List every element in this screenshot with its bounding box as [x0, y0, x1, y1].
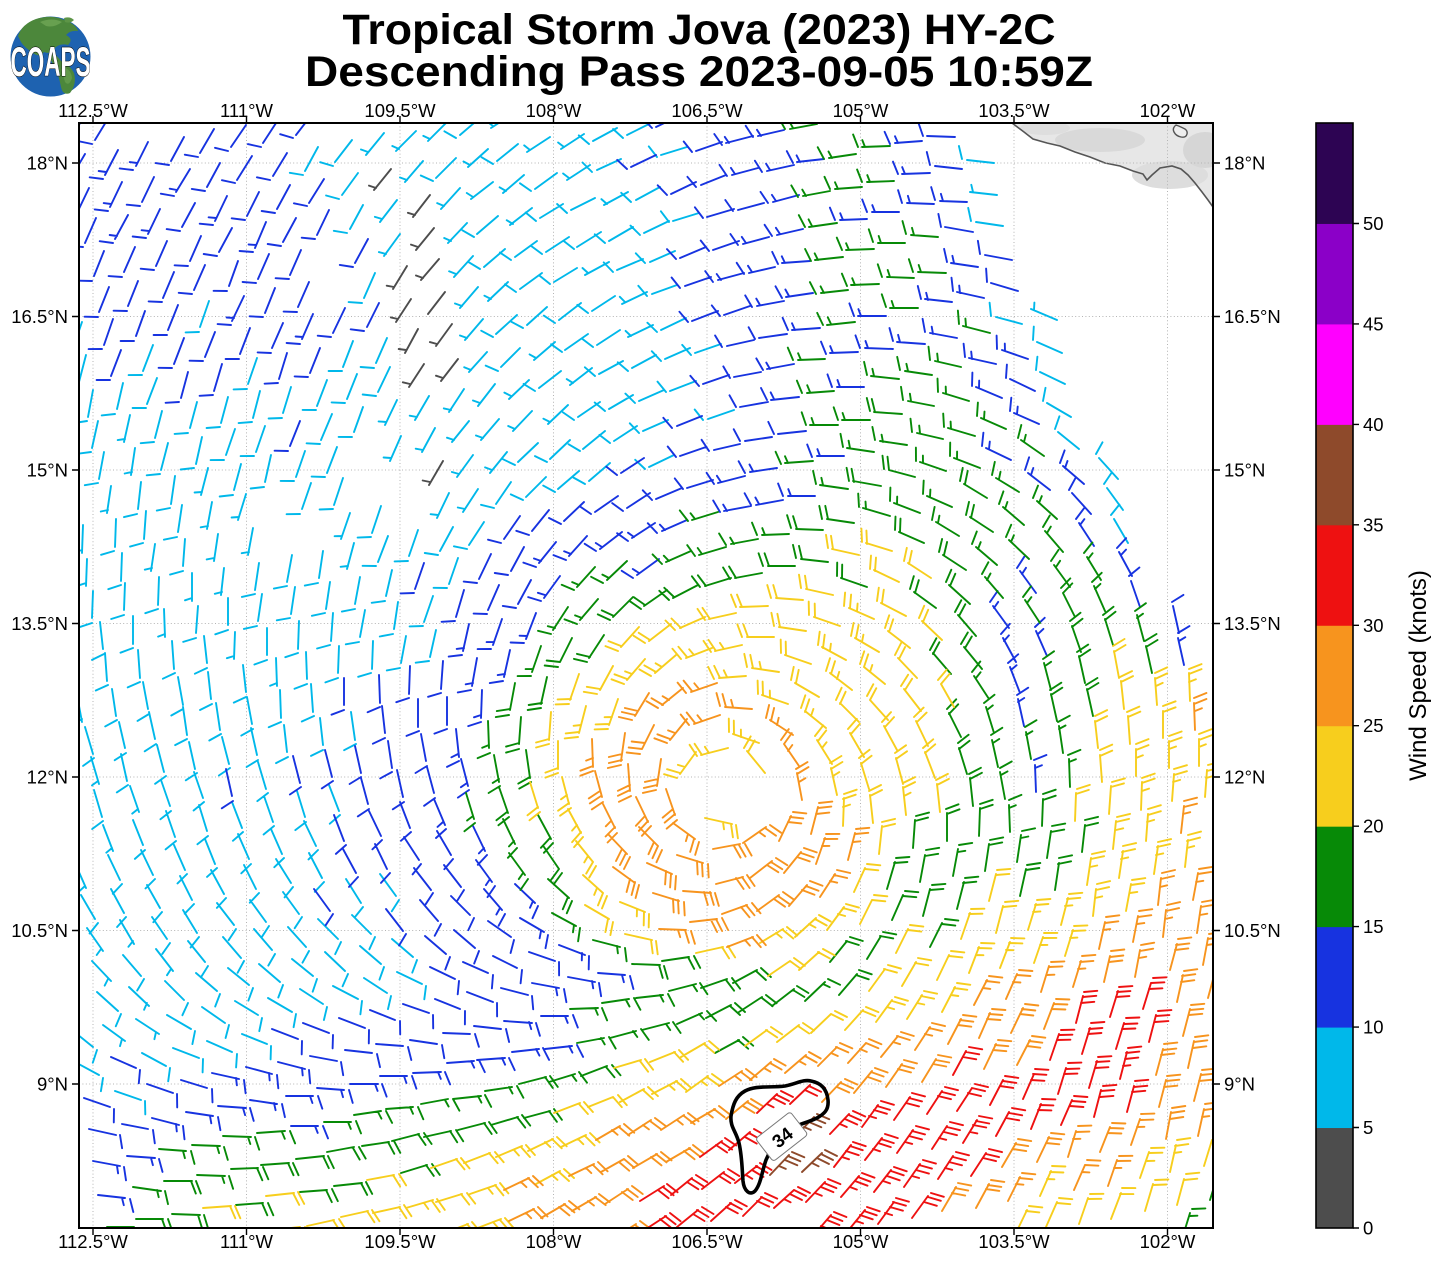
- svg-text:40: 40: [1363, 414, 1384, 435]
- svg-text:12°N: 12°N: [27, 767, 68, 788]
- svg-text:9°N: 9°N: [1224, 1074, 1255, 1095]
- svg-text:103.5°W: 103.5°W: [978, 1231, 1050, 1252]
- svg-text:9°N: 9°N: [37, 1074, 68, 1095]
- svg-text:20: 20: [1363, 816, 1384, 837]
- svg-text:105°W: 105°W: [833, 100, 889, 121]
- svg-text:106.5°W: 106.5°W: [671, 100, 743, 121]
- svg-text:12°N: 12°N: [1224, 767, 1265, 788]
- svg-text:106.5°W: 106.5°W: [671, 1231, 743, 1252]
- svg-text:105°W: 105°W: [833, 1231, 889, 1252]
- svg-text:16.5°N: 16.5°N: [1224, 306, 1281, 327]
- svg-text:50: 50: [1363, 213, 1384, 234]
- svg-text:109.5°W: 109.5°W: [364, 100, 436, 121]
- svg-text:18°N: 18°N: [1224, 153, 1265, 174]
- svg-text:112.5°W: 112.5°W: [58, 100, 128, 121]
- svg-text:15: 15: [1363, 916, 1384, 937]
- svg-text:109.5°W: 109.5°W: [364, 1231, 436, 1252]
- svg-text:45: 45: [1363, 313, 1384, 334]
- svg-text:13.5°N: 13.5°N: [11, 613, 68, 634]
- svg-text:25: 25: [1363, 715, 1384, 736]
- svg-text:112.5°W: 112.5°W: [58, 1231, 128, 1252]
- svg-text:Descending Pass 2023-09-05 10:: Descending Pass 2023-09-05 10:59Z: [305, 49, 1093, 96]
- svg-text:108°W: 108°W: [526, 100, 582, 121]
- svg-text:111°W: 111°W: [220, 1231, 274, 1252]
- svg-text:10: 10: [1363, 1017, 1384, 1038]
- svg-text:103.5°W: 103.5°W: [978, 100, 1050, 121]
- svg-text:13.5°N: 13.5°N: [1224, 613, 1281, 634]
- svg-text:5: 5: [1363, 1117, 1373, 1138]
- svg-text:COAPS: COAPS: [11, 38, 91, 85]
- svg-text:10.5°N: 10.5°N: [11, 920, 68, 941]
- svg-text:15°N: 15°N: [1224, 460, 1265, 481]
- svg-text:Wind Speed (knots): Wind Speed (knots): [1405, 570, 1432, 781]
- svg-text:Tropical Storm Jova (2023) HY-: Tropical Storm Jova (2023) HY-2C: [343, 7, 1056, 54]
- svg-text:30: 30: [1363, 615, 1384, 636]
- svg-text:102°W: 102°W: [1140, 1231, 1196, 1252]
- svg-text:0: 0: [1363, 1218, 1373, 1239]
- svg-text:35: 35: [1363, 514, 1384, 535]
- svg-text:108°W: 108°W: [526, 1231, 582, 1252]
- svg-text:18°N: 18°N: [27, 153, 68, 174]
- svg-text:102°W: 102°W: [1140, 100, 1196, 121]
- svg-text:111°W: 111°W: [220, 100, 274, 121]
- svg-text:15°N: 15°N: [27, 460, 68, 481]
- svg-text:10.5°N: 10.5°N: [1224, 920, 1281, 941]
- svg-text:16.5°N: 16.5°N: [11, 306, 68, 327]
